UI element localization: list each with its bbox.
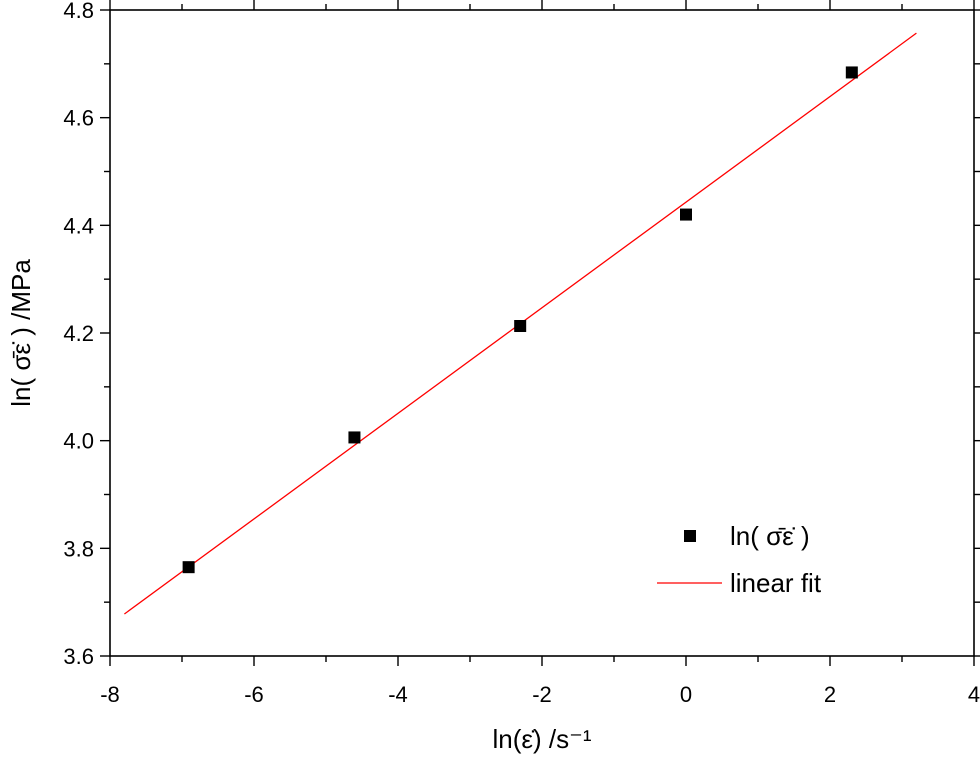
y-tick-label: 3.6 xyxy=(63,644,94,669)
y-tick-label: 4.8 xyxy=(63,0,94,23)
y-tick-label: 4.2 xyxy=(63,321,94,346)
x-tick-label: -2 xyxy=(532,682,552,707)
x-tick-label: 0 xyxy=(680,682,692,707)
x-tick-label: -8 xyxy=(100,682,120,707)
data-point xyxy=(514,320,527,333)
legend-label-fit: linear fit xyxy=(730,568,822,598)
y-tick-label: 4.6 xyxy=(63,106,94,131)
x-axis-ticks: -8 -6 -4 -2 0 2 4 xyxy=(100,0,980,707)
x-tick-label: 4 xyxy=(968,682,980,707)
y-tick-label: 3.8 xyxy=(63,536,94,561)
y-axis-ticks: 3.6 3.8 4.0 4.2 4.4 4.6 4.8 xyxy=(63,0,980,669)
y-tick-label: 4.0 xyxy=(63,429,94,454)
x-tick-label: -6 xyxy=(244,682,264,707)
x-axis-title: ln(ε̇) /s⁻¹ xyxy=(493,724,592,754)
y-axis-title: ln( σ̄ε̇ ) /MPa xyxy=(6,259,36,407)
x-tick-label: -4 xyxy=(388,682,408,707)
data-point xyxy=(845,66,858,79)
legend-label-data: ln( σ̄ε̇ ) xyxy=(730,521,810,551)
points-layer xyxy=(182,66,858,574)
data-point xyxy=(182,561,195,574)
x-tick-label: 2 xyxy=(824,682,836,707)
data-point xyxy=(348,431,361,444)
y-tick-label: 4.4 xyxy=(63,213,94,238)
legend-marker-data xyxy=(684,530,696,542)
plot-frame xyxy=(109,9,975,657)
data-point xyxy=(680,208,692,221)
legend: ln( σ̄ε̇ ) linear fit xyxy=(657,521,822,598)
